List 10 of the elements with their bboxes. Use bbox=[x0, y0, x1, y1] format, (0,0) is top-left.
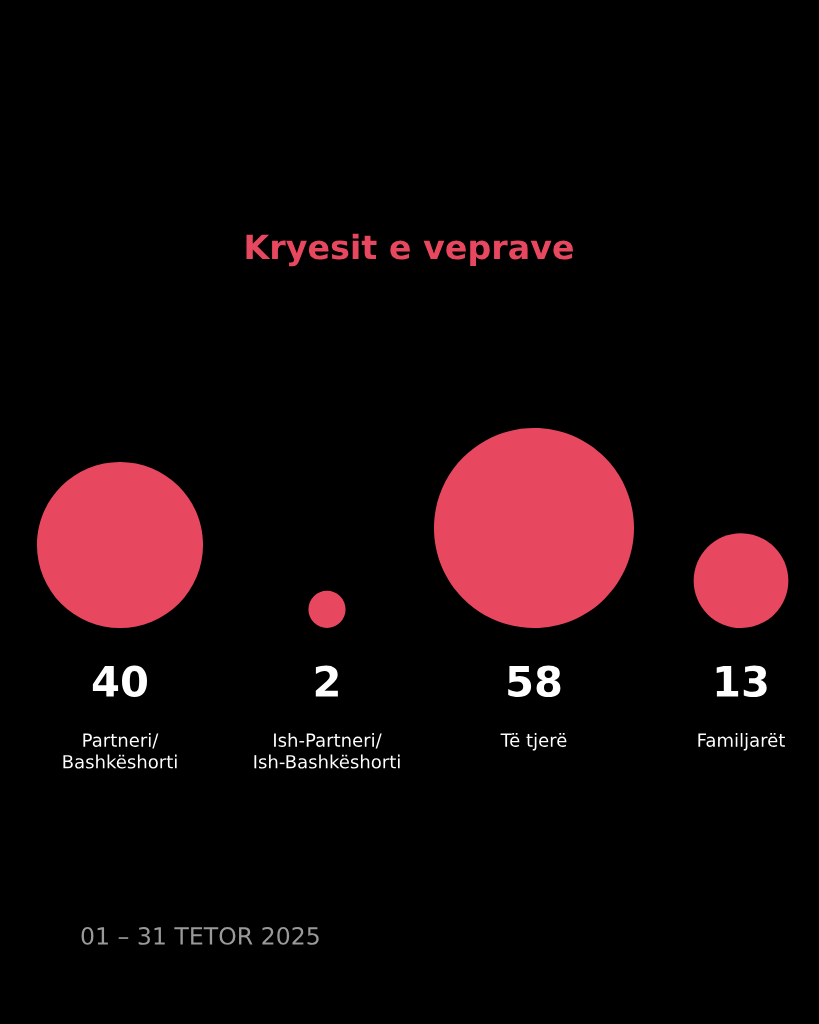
text: Kryesit e veprave bbox=[246, 233, 573, 267]
data-label: 58 bbox=[508, 665, 561, 698]
category-label: Partneri/ Bashkëshorti bbox=[63, 733, 177, 769]
data-label: 40 bbox=[92, 665, 147, 698]
data-label: 13 bbox=[716, 665, 767, 698]
text: 01 – 31 TETOR 2025 bbox=[81, 926, 319, 945]
category-label: Ish-Partneri/ Ish-Bashkëshorti bbox=[254, 733, 400, 769]
data-label: 2 bbox=[315, 665, 338, 697]
category-label: Të tjerë bbox=[500, 733, 567, 751]
category-label: Familjarët bbox=[698, 733, 785, 751]
